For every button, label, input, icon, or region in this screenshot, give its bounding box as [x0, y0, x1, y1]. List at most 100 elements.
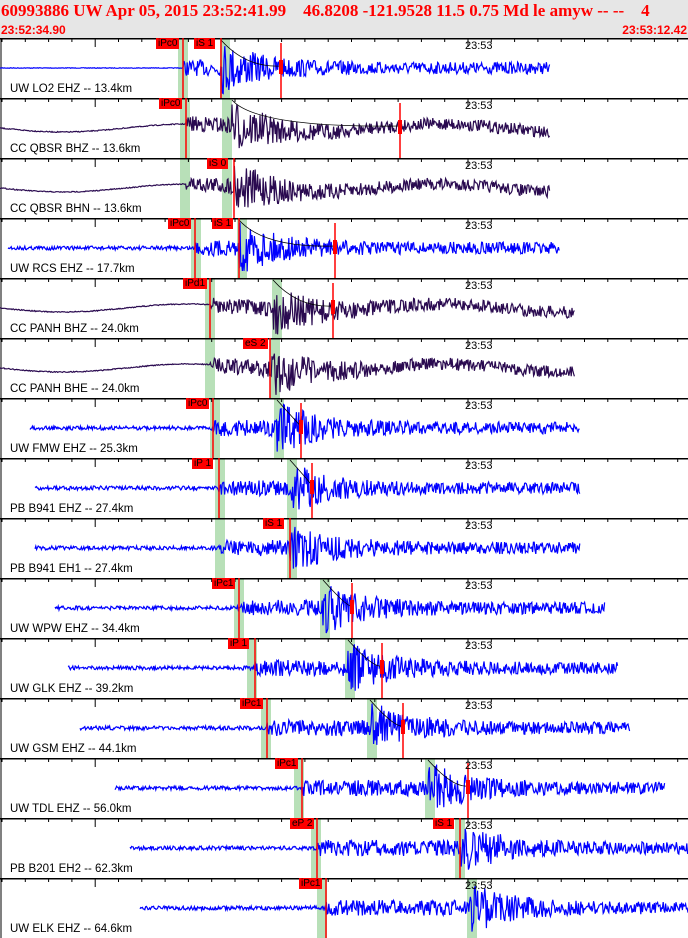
phase-pick-label[interactable]: iPc1 [299, 878, 323, 889]
seismogram-panels: iPc0 iS 1 23:53 UW LO2 EHZ -- 13.4km iPc0 23:… [0, 38, 688, 938]
waveform-trace [34, 467, 581, 510]
waveform-trace [139, 886, 688, 932]
coda-curve [427, 759, 469, 787]
waveform-plot [0, 518, 688, 578]
minute-mark: 23:53 [465, 760, 493, 772]
station-label: CC QBSR BHN -- 13.6km [10, 203, 142, 215]
minute-mark: 23:53 [465, 520, 493, 532]
event-header: 60993886 UW Apr 05, 2015 23:52:41.99 46.… [0, 0, 688, 38]
station-label: UW GLK EHZ -- 39.2km [10, 683, 134, 695]
trace-panel[interactable]: iPc1 23:53 UW GSM EHZ -- 44.1km [0, 698, 688, 758]
end-time: 23:53:12.42 [622, 23, 687, 37]
phase-pick-label[interactable]: iPd1 [183, 278, 208, 289]
minute-mark: 23:53 [465, 880, 493, 892]
waveform-trace [54, 586, 606, 634]
waveform-trace [7, 222, 560, 272]
trace-panel[interactable]: iS 1 23:53 PB B941 EH1 -- 27.4km [0, 518, 688, 578]
waveform-plot [0, 38, 688, 98]
trace-panel[interactable]: iPc0 iS 1 23:53 UW LO2 EHZ -- 13.4km [0, 38, 688, 98]
station-label: UW GSM EHZ -- 44.1km [10, 743, 137, 755]
waveform-trace [0, 165, 551, 208]
station-label: PB B941 EH1 -- 27.4km [10, 563, 133, 575]
waveform-plot [0, 818, 688, 878]
waveform-trace [129, 828, 688, 870]
trace-panel[interactable]: eS 2 23:53 CC PANH BHE -- 24.0km [0, 338, 688, 398]
station-label: CC QBSR BHZ -- 13.6km [10, 143, 141, 155]
waveform-trace [67, 644, 619, 691]
phase-pick-label[interactable]: iS 1 [263, 518, 285, 529]
waveform-plot [0, 98, 688, 158]
trace-panel[interactable]: iP 1 23:53 PB B941 EHZ -- 27.4km [0, 458, 688, 518]
phase-pick-label[interactable]: iS 1 [212, 218, 234, 229]
station-label: PB B941 EHZ -- 27.4km [10, 503, 134, 515]
trace-panel[interactable]: iPc0 23:53 CC QBSR BHZ -- 13.6km [0, 98, 688, 158]
waveform-trace [0, 46, 551, 95]
minute-mark: 23:53 [465, 460, 493, 472]
phase-pick-label[interactable]: iPc0 [186, 398, 210, 409]
coda-curve [231, 99, 401, 127]
waveform-trace [29, 403, 580, 452]
waveform-plot [0, 578, 688, 638]
phase-pick-label[interactable]: iPc0 [159, 98, 183, 109]
start-time: 23:52:34.90 [1, 23, 66, 37]
station-label: PB B201 EH2 -- 62.3km [10, 863, 133, 875]
waveform-plot [0, 458, 688, 518]
waveform-trace [114, 764, 666, 808]
trace-panel[interactable]: iP 1 23:53 UW GLK EHZ -- 39.2km [0, 638, 688, 698]
station-label: UW ELK EHZ -- 64.6km [10, 923, 133, 935]
minute-mark: 23:53 [465, 100, 493, 112]
phase-pick-label[interactable]: iP 1 [192, 458, 214, 469]
waveform-trace [0, 103, 551, 149]
station-label: UW RCS EHZ -- 17.7km [10, 263, 135, 275]
phase-pick-label[interactable]: iPc1 [212, 578, 236, 589]
waveform-plot [0, 698, 688, 758]
waveform-trace [0, 353, 575, 395]
phase-pick-label[interactable]: iPc0 [156, 38, 180, 49]
waveform-trace [0, 292, 575, 335]
trace-panel[interactable]: iS 0 23:53 CC QBSR BHN -- 13.6km [0, 158, 688, 218]
trace-panel[interactable]: iPc1 23:53 UW TDL EHZ -- 56.0km [0, 758, 688, 818]
pick-window [180, 98, 190, 158]
trace-panel[interactable]: iPc0 iS 1 23:53 UW RCS EHZ -- 17.7km [0, 218, 688, 278]
station-label: CC PANH BHE -- 24.0km [10, 383, 140, 395]
pick-window [320, 578, 330, 638]
minute-mark: 23:53 [465, 820, 493, 832]
event-title: 60993886 UW Apr 05, 2015 23:52:41.99 46.… [1, 1, 650, 20]
pick-window [287, 518, 297, 578]
trace-panel[interactable]: eP 2 iS 1 23:53 PB B201 EH2 -- 62.3km [0, 818, 688, 878]
waveform-plot [0, 278, 688, 338]
phase-pick-label[interactable]: iS 1 [433, 818, 455, 829]
waveform-trace [34, 526, 581, 569]
waveform-plot [0, 638, 688, 698]
phase-pick-label[interactable]: iP 1 [228, 638, 250, 649]
pick-window [220, 38, 230, 98]
waveform-trace [79, 703, 631, 745]
minute-mark: 23:53 [465, 340, 493, 352]
minute-mark: 23:53 [465, 700, 493, 712]
station-label: UW TDL EHZ -- 56.0km [10, 803, 132, 815]
station-label: CC PANH BHZ -- 24.0km [10, 323, 139, 335]
phase-pick-label[interactable]: iPc0 [168, 218, 192, 229]
minute-mark: 23:53 [465, 40, 493, 52]
waveform-plot [0, 218, 688, 278]
trace-panel[interactable]: iPc1 23:53 UW ELK EHZ -- 64.6km [0, 878, 688, 938]
phase-pick-label[interactable]: iS 1 [194, 38, 216, 49]
phase-pick-label[interactable]: eS 2 [243, 338, 268, 349]
minute-mark: 23:53 [465, 280, 493, 292]
coda-curve [238, 219, 336, 247]
coda-curve [220, 39, 282, 67]
phase-pick-label[interactable]: iPc1 [275, 758, 299, 769]
trace-panel[interactable]: iPd1 23:53 CC PANH BHZ -- 24.0km [0, 278, 688, 338]
phase-pick-label[interactable]: iPc1 [240, 698, 264, 709]
trace-panel[interactable]: iPc1 23:53 UW WPW EHZ -- 34.4km [0, 578, 688, 638]
minute-mark: 23:53 [465, 220, 493, 232]
waveform-plot [0, 878, 688, 938]
waveform-plot [0, 158, 688, 218]
pick-window [237, 218, 247, 278]
minute-mark: 23:53 [465, 640, 493, 652]
pick-window [467, 878, 477, 938]
phase-pick-label[interactable]: iS 0 [207, 158, 229, 169]
pick-window [210, 398, 220, 458]
phase-pick-label[interactable]: eP 2 [290, 818, 315, 829]
trace-panel[interactable]: iPc0 23:53 UW FMW EHZ -- 25.3km [0, 398, 688, 458]
